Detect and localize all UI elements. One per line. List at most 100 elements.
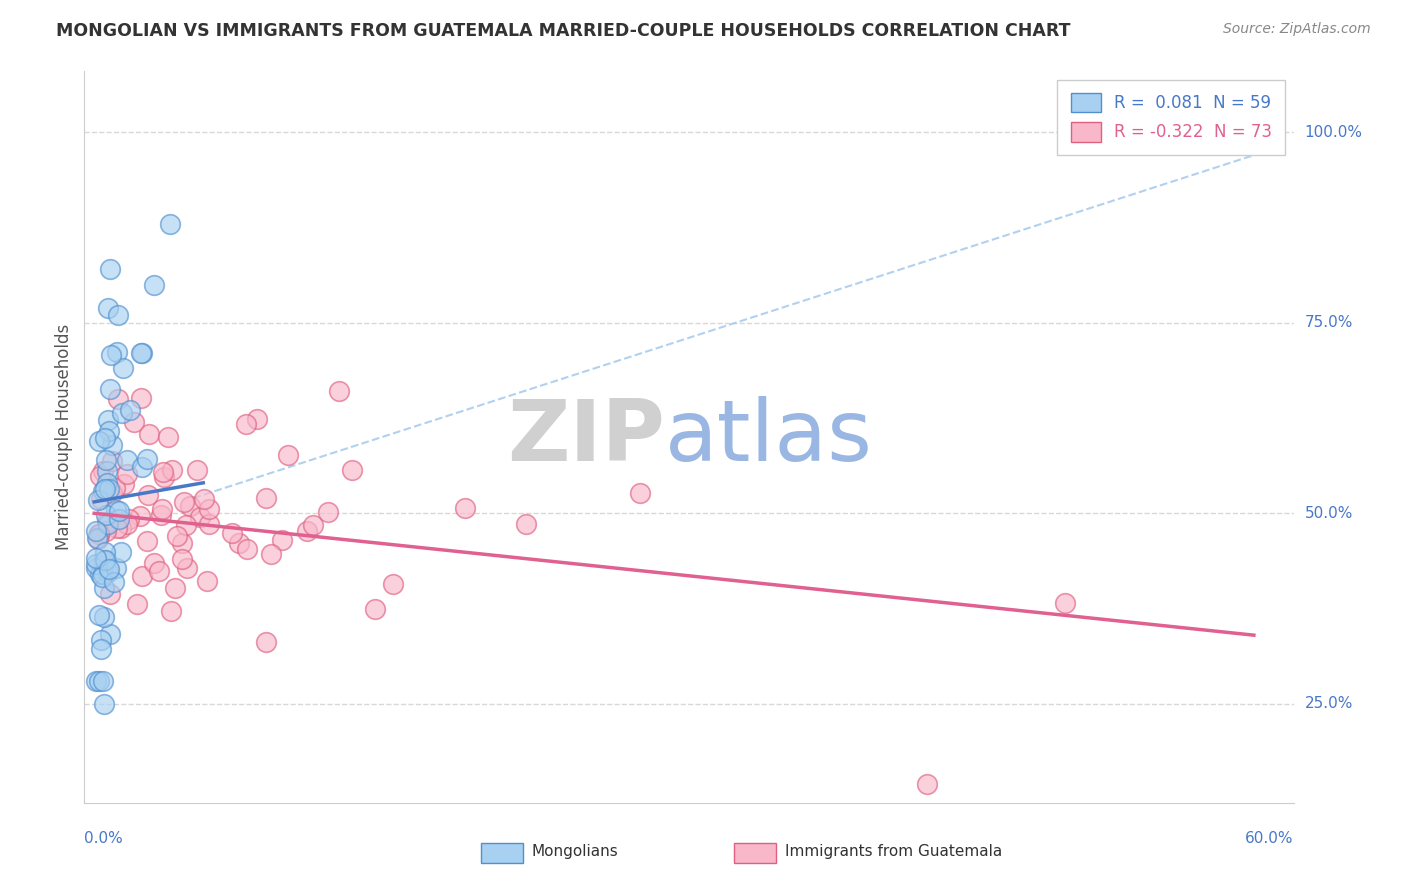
Point — [97, 482, 120, 496]
Point — [90, 491, 112, 506]
Point — [156, 430, 179, 444]
Point — [94, 545, 117, 559]
Point — [136, 488, 159, 502]
Point — [96, 524, 118, 539]
Point — [97, 413, 120, 427]
Point — [112, 477, 135, 491]
Point — [107, 392, 129, 406]
Point — [160, 604, 183, 618]
Point — [87, 527, 110, 541]
Point — [260, 547, 283, 561]
Point — [93, 581, 115, 595]
Point — [87, 607, 110, 622]
Point — [131, 569, 153, 583]
Point — [246, 412, 269, 426]
Text: 75.0%: 75.0% — [1305, 315, 1353, 330]
Point — [103, 574, 125, 589]
Point — [87, 526, 110, 541]
Point — [122, 415, 145, 429]
Point — [105, 344, 128, 359]
Point — [105, 503, 128, 517]
Point — [129, 391, 152, 405]
Point — [149, 508, 172, 523]
Point — [142, 557, 165, 571]
Point — [105, 521, 128, 535]
Point — [101, 453, 124, 467]
Point — [107, 503, 129, 517]
Legend: R =  0.081  N = 59, R = -0.322  N = 73: R = 0.081 N = 59, R = -0.322 N = 73 — [1057, 79, 1285, 155]
Point — [91, 483, 114, 498]
Point — [131, 346, 153, 360]
Point — [110, 545, 132, 559]
Point — [254, 635, 277, 649]
Text: atlas: atlas — [665, 395, 873, 479]
Point — [111, 406, 134, 420]
Point — [138, 427, 160, 442]
Point — [195, 574, 218, 588]
Point — [110, 521, 132, 535]
Point — [107, 308, 129, 322]
Point — [236, 541, 259, 556]
Point — [93, 697, 115, 711]
Point — [165, 581, 187, 595]
Point — [295, 524, 318, 538]
Point — [101, 437, 124, 451]
Text: Source: ZipAtlas.com: Source: ZipAtlas.com — [1223, 22, 1371, 37]
Point — [188, 509, 211, 524]
Point — [228, 536, 250, 550]
Point — [97, 424, 120, 438]
Point — [98, 262, 121, 277]
Point — [152, 469, 174, 483]
Point — [97, 301, 120, 315]
Point — [271, 533, 294, 548]
Text: 50.0%: 50.0% — [1305, 506, 1353, 521]
Point — [454, 500, 477, 515]
Point — [112, 361, 135, 376]
Text: ZIP: ZIP — [508, 395, 665, 479]
Y-axis label: Married-couple Households: Married-couple Households — [55, 324, 73, 550]
Point — [128, 509, 150, 524]
Point — [90, 641, 112, 656]
Point — [91, 464, 114, 478]
Point — [342, 462, 364, 476]
Point — [96, 464, 118, 478]
Text: 0.0%: 0.0% — [84, 830, 124, 846]
Point — [89, 566, 111, 581]
Point — [515, 516, 537, 531]
Text: 25.0%: 25.0% — [1305, 697, 1353, 711]
Point — [136, 534, 159, 549]
Point — [915, 777, 938, 791]
Point — [94, 432, 117, 446]
Point — [1054, 596, 1077, 610]
Point — [150, 501, 173, 516]
Point — [186, 463, 208, 477]
Point — [142, 277, 165, 292]
Point — [108, 512, 131, 526]
Point — [170, 536, 193, 550]
Point — [120, 402, 142, 417]
Point — [93, 673, 115, 688]
Point — [173, 495, 195, 509]
Point — [100, 486, 122, 500]
Point — [381, 576, 404, 591]
Point — [96, 516, 118, 530]
Text: 60.0%: 60.0% — [1246, 830, 1294, 846]
Point — [179, 499, 201, 513]
Point — [221, 525, 243, 540]
Point — [136, 451, 159, 466]
Point — [87, 492, 110, 507]
Point — [84, 673, 107, 688]
Point — [115, 452, 138, 467]
Point — [96, 475, 118, 490]
Point — [86, 531, 108, 545]
Text: Immigrants from Guatemala: Immigrants from Guatemala — [785, 845, 1002, 859]
Point — [193, 491, 215, 506]
Point — [96, 508, 118, 523]
Point — [115, 467, 138, 482]
Text: Mongolians: Mongolians — [531, 845, 619, 859]
Point — [628, 486, 651, 500]
Point — [152, 465, 174, 479]
Point — [302, 517, 325, 532]
Point — [97, 517, 120, 532]
Point — [174, 517, 197, 532]
